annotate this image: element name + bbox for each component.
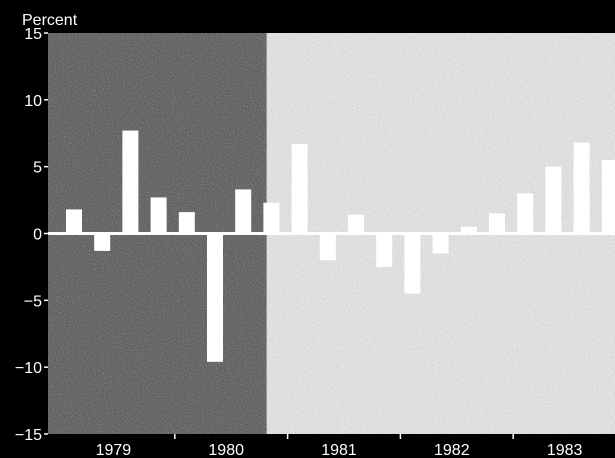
bar-1981Q2	[319, 233, 336, 261]
y-tick-label: 10	[24, 93, 42, 110]
x-tick-label: 1982	[434, 442, 470, 458]
bar-1979Q1	[66, 209, 82, 234]
x-tick-label: 1981	[321, 442, 357, 458]
bar-1979Q2	[94, 233, 111, 251]
y-tick-label: −10	[15, 360, 42, 377]
y-axis-title: Percent	[22, 12, 78, 29]
y-tick-label: −15	[15, 427, 42, 444]
x-tick-label: 1980	[208, 442, 244, 458]
bar-1983Q3	[573, 142, 590, 234]
bar-1981Q4	[376, 233, 393, 267]
bar-1980Q4	[263, 202, 280, 234]
y-axis: 15 10 5 0 −5 −10 −15	[15, 26, 48, 444]
bar-1979Q4	[150, 197, 167, 234]
x-tick-label: 1983	[547, 442, 583, 458]
x-axis: 1979 1980 1981 1982 1983	[96, 434, 583, 458]
bar-1979Q3	[122, 130, 139, 234]
bar-1981Q3	[348, 214, 364, 234]
bar-1983Q4	[601, 159, 615, 234]
y-tick-label: 5	[33, 160, 42, 177]
x-tick-label: 1979	[96, 442, 132, 458]
bar-1983Q1	[517, 193, 534, 234]
bar-1980Q2	[207, 233, 223, 362]
bar-1980Q3	[235, 189, 252, 234]
bars-group	[66, 130, 615, 362]
bar-1982Q3	[460, 226, 477, 234]
bar-1983Q2	[545, 166, 562, 234]
bar-1981Q1	[291, 143, 308, 234]
bar-1982Q1	[404, 233, 421, 294]
bar-1982Q2	[432, 233, 449, 254]
y-tick-label: 0	[33, 227, 42, 244]
y-tick-label: 15	[24, 26, 42, 43]
bar-1982Q4	[489, 213, 505, 234]
y-tick-label: −5	[24, 293, 42, 310]
bar-1980Q1	[178, 212, 195, 234]
